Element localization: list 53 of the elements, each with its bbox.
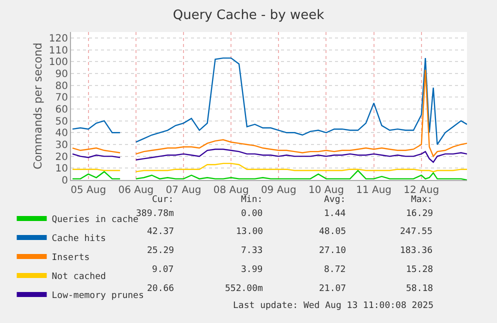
text: 58.18 <box>406 284 434 294</box>
text: Max: <box>411 195 433 205</box>
y-tick-label: 60 <box>55 104 68 116</box>
text: 42.37 <box>147 227 174 237</box>
text: 8.72 <box>324 265 346 275</box>
legend-label: Not cached <box>52 272 106 282</box>
text: 21.07 <box>319 284 346 294</box>
x-tick-label: 07 Aug <box>166 185 202 196</box>
y-tick-label: 70 <box>55 92 68 104</box>
x-tick-label: 11 Aug <box>356 185 392 196</box>
y-tick-label: 110 <box>48 45 68 56</box>
text: 48.05 <box>319 227 346 237</box>
legend-label: Low-memory prunes <box>52 291 144 302</box>
x-tick-label: 10 Aug <box>308 185 344 196</box>
text: 15.28 <box>406 265 434 275</box>
text: 183.36 <box>400 246 433 256</box>
y-tick-label: 0 <box>62 176 68 186</box>
text: 9.07 <box>152 265 174 275</box>
text: Min: <box>241 195 263 205</box>
y-tick-label: 80 <box>55 80 68 92</box>
legend-label: Queries in cache <box>52 215 138 226</box>
x-tick-label: 06 Aug <box>118 185 154 196</box>
text: 389.78m <box>136 209 174 219</box>
text: Avg: <box>324 195 346 205</box>
chart-title: Query Cache - by week <box>172 8 325 24</box>
y-tick-label: 50 <box>55 116 68 128</box>
text: 20.66 <box>147 284 174 294</box>
legend-label: Inserts <box>52 253 90 264</box>
text: 27.10 <box>319 246 346 256</box>
y-tick-label: 100 <box>48 57 68 68</box>
x-tick-label: 09 Aug <box>260 185 296 196</box>
text: 16.29 <box>406 209 434 219</box>
x-tick-label: 05 Aug <box>70 185 106 196</box>
y-tick-label: 30 <box>55 140 68 151</box>
x-tick-label: 12 Aug <box>404 185 440 196</box>
text: 7.33 <box>241 246 263 256</box>
text: 1.44 <box>324 209 346 219</box>
text: 3.99 <box>241 265 263 275</box>
legend-label: Cache hits <box>52 234 106 244</box>
text: 247.55 <box>400 227 433 237</box>
text: 552.00m <box>225 284 263 294</box>
text: Cur: <box>152 195 174 205</box>
y-tick-label: 120 <box>48 33 68 44</box>
text: 25.29 <box>147 246 174 256</box>
text: 0.00 <box>241 209 263 219</box>
text: 13.00 <box>236 227 264 237</box>
y-tick-label: 10 <box>55 164 68 175</box>
y-tick-label: 40 <box>55 128 68 140</box>
x-tick-label: 08 Aug <box>213 185 249 196</box>
y-axis-title: Commands per second <box>32 42 45 170</box>
y-tick-label: 20 <box>55 152 68 163</box>
y-tick-label: 90 <box>55 68 68 80</box>
text: Last update: Wed Aug 13 11:00:08 2025 <box>233 301 434 311</box>
